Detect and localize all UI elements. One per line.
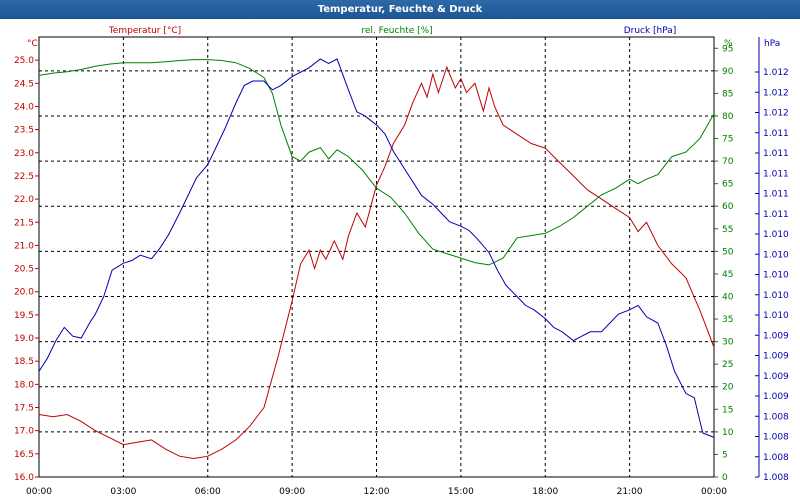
- pressure-tick-label: 1.010: [763, 230, 789, 240]
- humidity-tick-label: 75: [722, 135, 733, 145]
- pressure-tick-label: 1.011: [763, 149, 789, 159]
- temperature-tick-label: 20.0: [14, 288, 34, 298]
- temperature-tick-label: 23.0: [14, 149, 34, 159]
- humidity-tick-label: 25: [722, 360, 733, 370]
- pressure-axis-label: Druck [hPa]: [624, 26, 677, 36]
- humidity-tick-label: 60: [722, 202, 734, 212]
- temperature-tick-label: 18.0: [14, 380, 34, 390]
- pressure-tick-label: 1.012: [763, 68, 789, 78]
- humidity-tick-label: 40: [722, 292, 734, 302]
- humidity-unit-label: %: [724, 39, 733, 49]
- temperature-tick-label: 19.5: [14, 311, 34, 321]
- humidity-tick-label: 30: [722, 338, 734, 348]
- temperature-tick-label: 22.0: [14, 195, 34, 205]
- axis-layer: 00:0016.08.1703:0016.08.1706:0016.08.170…: [14, 37, 789, 497]
- humidity-tick-label: 50: [722, 247, 734, 257]
- humidity-tick-label: 55: [722, 225, 733, 235]
- pressure-tick-label: 1.011: [763, 129, 789, 139]
- humidity-series-line: [38, 59, 715, 266]
- pressure-tick-label: 1.011: [763, 190, 789, 200]
- temperature-tick-label: 19.0: [14, 334, 34, 344]
- humidity-tick-label: 65: [722, 180, 733, 190]
- pressure-tick-label: 1.010: [763, 291, 789, 301]
- humidity-tick-label: 85: [722, 89, 733, 99]
- grid-layer: [39, 37, 714, 477]
- x-tick-time: 21:00: [617, 487, 643, 497]
- series-layer: [38, 58, 715, 460]
- pressure-tick-label: 1.008: [763, 473, 789, 483]
- pressure-tick-label: 1.008: [763, 453, 789, 463]
- temperature-tick-label: 18.5: [14, 357, 34, 367]
- pressure-tick-label: 1.012: [763, 109, 789, 119]
- pressure-tick-label: 1.012: [763, 88, 789, 98]
- humidity-tick-label: 0: [722, 473, 728, 483]
- pressure-tick-label: 1.010: [763, 311, 789, 321]
- temperature-tick-label: 17.0: [14, 427, 34, 437]
- humidity-tick-label: 95: [722, 44, 733, 54]
- pressure-tick-label: 1.011: [763, 169, 789, 179]
- humidity-tick-label: 80: [722, 112, 734, 122]
- humidity-tick-label: 5: [722, 450, 728, 460]
- humidity-tick-label: 10: [722, 428, 734, 438]
- pressure-tick-label: 1.009: [763, 392, 789, 402]
- chart-title: Temperatur, Feuchte & Druck: [0, 0, 800, 19]
- temperature-tick-label: 24.5: [14, 79, 34, 89]
- temperature-tick-label: 24.0: [14, 102, 34, 112]
- pressure-series-line: [38, 58, 715, 438]
- pressure-tick-label: 1.009: [763, 372, 789, 382]
- chart-plot: 00:0016.08.1703:0016.08.1706:0016.08.170…: [14, 26, 789, 497]
- temperature-tick-label: 21.0: [14, 241, 34, 251]
- pressure-tick-label: 1.008: [763, 433, 789, 443]
- temperature-tick-label: 25.0: [14, 56, 34, 66]
- humidity-tick-label: 35: [722, 315, 733, 325]
- pressure-unit-label: hPa: [764, 39, 780, 49]
- x-tick-time: 09:00: [279, 487, 305, 497]
- temperature-unit-label: °C: [27, 39, 38, 49]
- pressure-tick-label: 1.009: [763, 331, 789, 341]
- pressure-tick-label: 1.008: [763, 412, 789, 422]
- humidity-tick-label: 20: [722, 383, 734, 393]
- pressure-tick-label: 1.011: [763, 210, 789, 220]
- humidity-tick-label: 45: [722, 270, 733, 280]
- temperature-tick-label: 21.5: [14, 218, 34, 228]
- x-tick-time: 12:00: [364, 487, 390, 497]
- temperature-tick-label: 20.5: [14, 265, 34, 275]
- temperature-tick-label: 22.5: [14, 172, 34, 182]
- pressure-tick-label: 1.009: [763, 352, 789, 362]
- x-tick-time: 18:00: [532, 487, 558, 497]
- pressure-tick-label: 1.010: [763, 250, 789, 260]
- temperature-axis-label: Temperatur [°C]: [108, 26, 181, 36]
- pressure-tick-label: 1.010: [763, 271, 789, 281]
- x-tick-time: 00:00: [701, 487, 727, 497]
- temperature-tick-label: 16.5: [14, 450, 34, 460]
- humidity-tick-label: 70: [722, 157, 734, 167]
- humidity-axis-label: rel. Feuchte [%]: [361, 26, 432, 36]
- x-tick-time: 15:00: [448, 487, 474, 497]
- humidity-tick-label: 90: [722, 67, 734, 77]
- temperature-tick-label: 16.0: [14, 473, 34, 483]
- temperature-tick-label: 23.5: [14, 126, 34, 136]
- temperature-series-line: [38, 65, 715, 460]
- x-tick-time: 03:00: [110, 487, 136, 497]
- x-tick-time: 00:00: [26, 487, 52, 497]
- temperature-tick-label: 17.5: [14, 404, 34, 414]
- x-tick-time: 06:00: [195, 487, 221, 497]
- humidity-tick-label: 15: [722, 405, 733, 415]
